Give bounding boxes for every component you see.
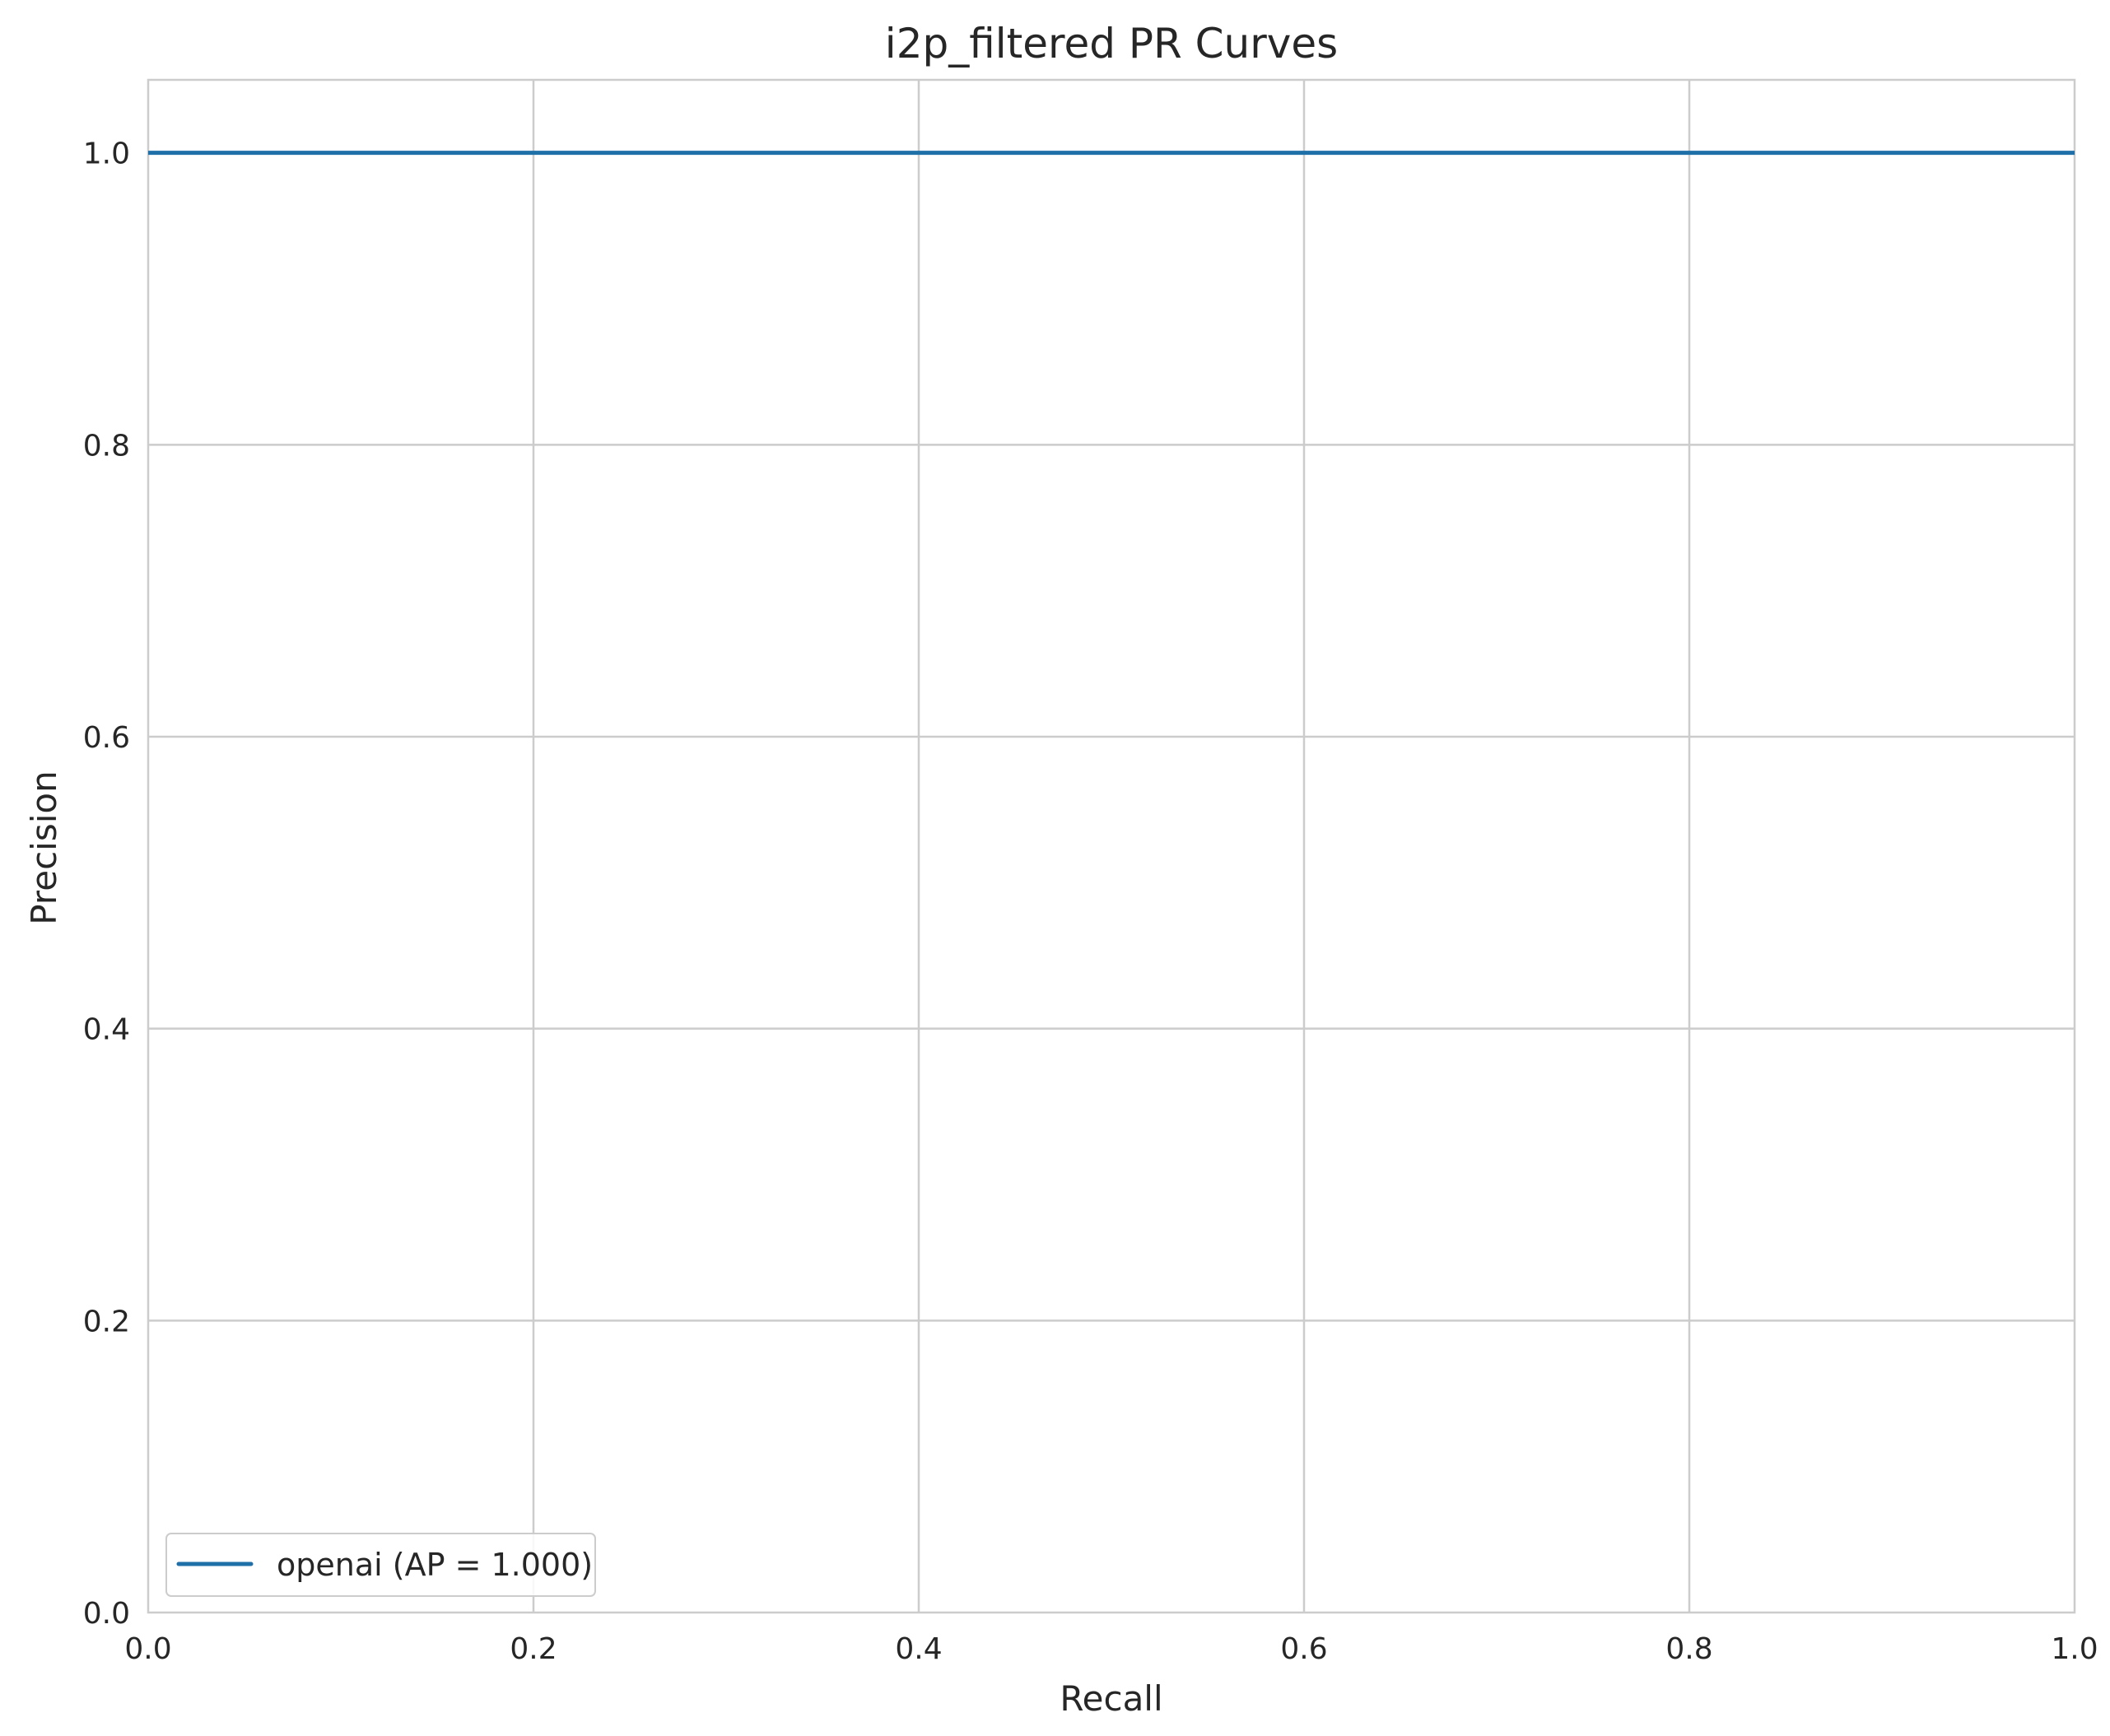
legend-box	[165, 1533, 596, 1597]
x-axis-ticks: 0.0 0.2 0.4 0.6 0.8 1.0	[124, 1632, 2098, 1666]
y-tick-label: 0.6	[83, 721, 130, 755]
legend: openai (AP = 1.000)	[165, 1533, 596, 1597]
y-tick-label: 1.0	[83, 137, 130, 171]
y-axis-ticks: 0.0 0.2 0.4 0.6 0.8 1.0	[83, 137, 130, 1631]
x-tick-label: 0.4	[895, 1632, 942, 1666]
x-axis-label: Recall	[1060, 1678, 1162, 1719]
x-tick-label: 0.6	[1280, 1632, 1327, 1666]
x-tick-label: 0.8	[1665, 1632, 1712, 1666]
y-tick-label: 0.8	[83, 429, 130, 463]
y-tick-label: 0.0	[83, 1597, 130, 1631]
x-tick-label: 0.0	[124, 1632, 171, 1666]
y-axis-label: Precision	[24, 770, 64, 924]
x-tick-label: 0.2	[510, 1632, 557, 1666]
y-tick-label: 0.4	[83, 1013, 130, 1047]
x-tick-label: 1.0	[2051, 1632, 2098, 1666]
y-tick-label: 0.2	[83, 1305, 130, 1338]
legend-entry-label: openai (AP = 1.000)	[277, 1547, 593, 1583]
chart-title: i2p_filtered PR Curves	[885, 20, 1338, 67]
plot-area-frame	[147, 78, 2076, 1614]
